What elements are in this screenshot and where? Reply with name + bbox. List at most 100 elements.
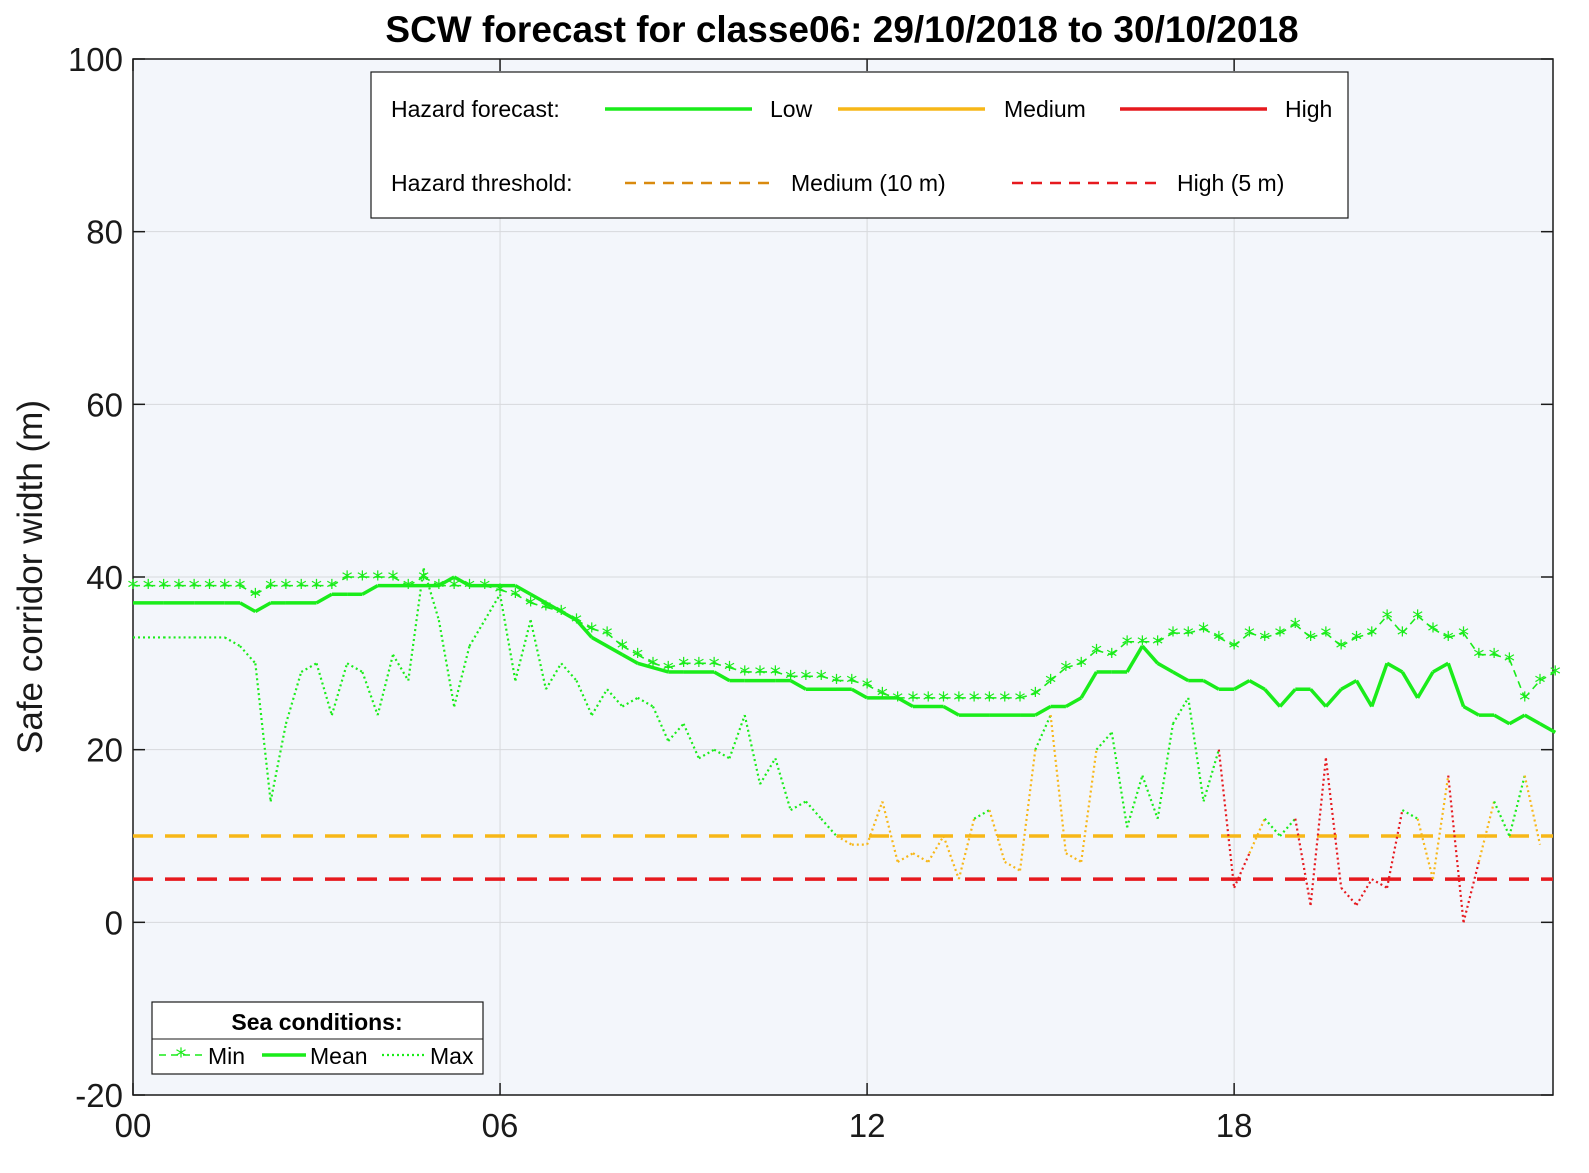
min-point-marker: * [1397, 624, 1408, 649]
series-segment-max [1263, 818, 1281, 837]
series-segment-min [1432, 628, 1449, 639]
series-segment-min [820, 675, 837, 682]
series-segment-min [713, 662, 730, 669]
min-point-marker: * [1427, 620, 1438, 645]
series-segment-max [606, 688, 624, 708]
grid-lines [133, 59, 1553, 1095]
threshold-lines [133, 834, 1553, 881]
series-segment-max [330, 663, 349, 716]
series-segment-max [774, 757, 792, 811]
y-tick-label: 100 [68, 41, 123, 78]
series-segment-min [1294, 623, 1312, 639]
series-segment-max [544, 662, 563, 690]
series-segment-min [1371, 615, 1388, 634]
series-segment-mean [575, 619, 594, 639]
series-segment-min [1524, 680, 1541, 699]
min-point-marker: * [1290, 615, 1301, 640]
series-segment-min [1401, 615, 1419, 634]
min-point-marker: * [1060, 659, 1071, 684]
series-segment-mean [942, 704, 960, 717]
min-point-marker: * [525, 594, 536, 619]
min-point-marker: * [1473, 646, 1484, 671]
series-segment-max [957, 818, 976, 880]
series-segment-mean [1508, 713, 1526, 726]
min-point-marker: * [280, 577, 291, 602]
series-segment-max [881, 801, 899, 863]
series-segment-mean [1309, 688, 1328, 708]
min-point-marker: * [1535, 672, 1546, 697]
series-segment-mean [361, 584, 379, 596]
legend-max-label: Max [430, 1043, 474, 1069]
hazard-legend: Hazard forecast: Low Medium High Hazard … [370, 71, 1349, 219]
legend-low-label: Low [770, 96, 813, 122]
series-segment-max [1217, 749, 1236, 888]
min-point-marker: * [1504, 650, 1515, 675]
series-segment-max [820, 818, 838, 837]
series-segment-mean [1141, 644, 1159, 665]
min-point-marker: * [403, 577, 414, 602]
series-segment-min [621, 645, 639, 656]
min-point-marker: * [1045, 672, 1056, 697]
series-segment-max [575, 680, 593, 716]
min-point-marker: * [1183, 624, 1194, 649]
min-point-marker: * [1167, 624, 1178, 649]
min-point-marker: * [999, 689, 1010, 714]
series-segment-mean [1034, 704, 1052, 717]
series-segment-min [1050, 667, 1067, 682]
min-point-marker: * [387, 568, 398, 593]
min-point-marker: * [1336, 637, 1347, 662]
series-segment-mean [1432, 661, 1450, 674]
legend-medium-label: Medium [1004, 96, 1086, 122]
min-point-marker: * [464, 577, 475, 602]
min-point-marker: * [265, 577, 276, 602]
series-segment-max [1034, 714, 1052, 751]
series-segment-min [775, 671, 791, 678]
series-segment-max [239, 645, 257, 665]
series-segment-mean [1340, 679, 1358, 691]
series-segment-mean [239, 601, 257, 614]
min-point-marker: * [1351, 628, 1362, 653]
series-segment-max [560, 662, 578, 682]
series-segment-max [1523, 775, 1542, 845]
x-tick-label: 00 [115, 1107, 152, 1144]
series-segment-mean [713, 670, 731, 683]
series-segment-mean [1263, 688, 1282, 708]
series-segment-min [1462, 632, 1480, 656]
series-segment-mean [1523, 713, 1541, 726]
series-segment-max [422, 568, 440, 621]
series-segment-max [453, 645, 471, 707]
min-point-marker: * [449, 577, 460, 602]
series-segment-max [254, 663, 272, 802]
series-segment-max [284, 671, 303, 725]
series-segment-max [1156, 723, 1175, 819]
series-segment-min [591, 628, 608, 634]
min-point-marker: * [969, 689, 980, 714]
series-segment-max [1110, 732, 1129, 828]
series-segment-max [1248, 818, 1266, 854]
y-tick-label: 80 [86, 214, 123, 251]
min-point-marker: * [1091, 641, 1102, 666]
sea-conditions-legend: Sea conditions: * Min Mean Max [151, 1001, 484, 1075]
min-point-marker: * [632, 646, 643, 671]
series-segment-mean [637, 661, 669, 674]
min-point-marker: * [296, 577, 307, 602]
min-point-marker: * [739, 663, 750, 688]
series-group: * * * * * * * * * * * * * * * * * * * * * * * * * * * * * * * ** * * * * * * *… [128, 568, 1561, 923]
legend-mean-label: Mean [310, 1043, 368, 1069]
series-segment-max [1355, 878, 1373, 906]
series-segment-mean [529, 592, 563, 614]
min-point-marker: * [173, 577, 184, 602]
min-point-marker: * [816, 667, 827, 692]
series-segment-min [1034, 679, 1052, 695]
x-tick-label: 06 [482, 1107, 519, 1144]
series-segment-max [1126, 775, 1144, 828]
series-segment-min [1325, 632, 1342, 647]
series-segment-max [1508, 775, 1526, 837]
series-segment-max [805, 800, 823, 820]
series-segment-mean [1462, 704, 1480, 717]
series-segment-min [668, 662, 684, 669]
series-segment-mean [560, 610, 578, 622]
series-segment-max [468, 619, 486, 647]
series-segment-min [1539, 671, 1556, 682]
